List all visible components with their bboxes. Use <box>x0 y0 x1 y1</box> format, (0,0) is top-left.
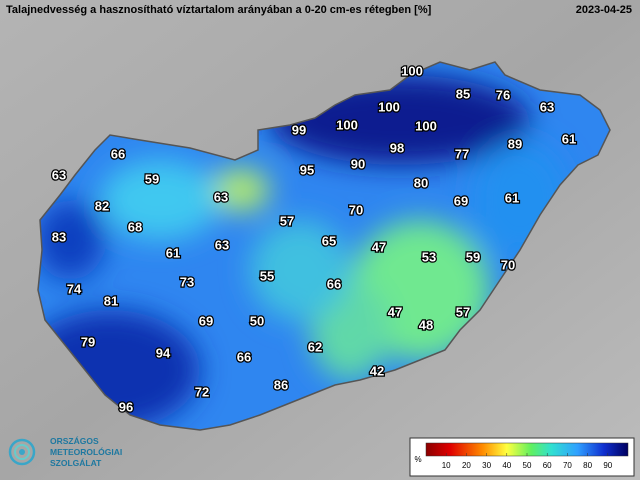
station-value: 82 <box>95 198 109 213</box>
station-value: 94 <box>156 345 171 360</box>
title: Talajnedvesség a hasznosítható víztartal… <box>6 4 432 16</box>
logo-text: ORSZÁGOS <box>50 436 99 446</box>
station-value: 69 <box>454 193 468 208</box>
station-value: 63 <box>540 99 554 114</box>
station-value: 42 <box>370 363 384 378</box>
station-value: 66 <box>237 349 251 364</box>
station-value: 48 <box>419 317 433 332</box>
colorbar-tick-label: 20 <box>462 461 471 470</box>
colorbar-tick-label: 50 <box>523 461 532 470</box>
station-value: 100 <box>401 63 423 78</box>
station-value: 83 <box>52 229 66 244</box>
station-value: 73 <box>180 274 194 289</box>
logo-text: METEOROLÓGIAI <box>50 446 122 457</box>
colorbar-tick-label: 80 <box>583 461 592 470</box>
station-value: 59 <box>466 249 480 264</box>
colorbar-unit: % <box>414 455 421 464</box>
colorbar-tick-label: 90 <box>603 461 612 470</box>
station-value: 63 <box>214 189 228 204</box>
station-value: 95 <box>300 162 314 177</box>
station-value: 47 <box>388 304 402 319</box>
station-value: 100 <box>336 117 358 132</box>
station-value: 47 <box>372 239 386 254</box>
station-value: 61 <box>562 131 576 146</box>
station-value: 61 <box>166 245 180 260</box>
station-value: 69 <box>199 313 213 328</box>
colorbar-tick-label: 10 <box>442 461 451 470</box>
station-value: 63 <box>52 167 66 182</box>
station-value: 99 <box>292 122 306 137</box>
station-value: 55 <box>260 268 274 283</box>
station-value: 61 <box>505 190 519 205</box>
station-value: 90 <box>351 156 365 171</box>
stations: 100 85 76 63 100 99 100 100 61 89 98 77 90 95 66 63 59 80… <box>51 62 578 416</box>
station-value: 86 <box>274 377 288 392</box>
station-value: 70 <box>349 202 363 217</box>
station-value: 66 <box>111 146 125 161</box>
station-value: 79 <box>81 334 95 349</box>
station-value: 80 <box>414 175 428 190</box>
station-value: 68 <box>128 219 142 234</box>
colorbar-tick-label: 40 <box>502 461 511 470</box>
station-value: 57 <box>456 304 470 319</box>
logo: ORSZÁGOS METEOROLÓGIAI SZOLGÁLAT <box>8 436 122 468</box>
station-value: 74 <box>67 281 82 296</box>
station-value: 81 <box>104 293 118 308</box>
station-value: 57 <box>280 213 294 228</box>
station-value: 70 <box>501 257 515 272</box>
border <box>37 61 611 431</box>
colorbar-tick-label: 70 <box>563 461 572 470</box>
station-value: 77 <box>455 146 469 161</box>
station-value: 63 <box>215 237 229 252</box>
station-value: 53 <box>422 249 436 264</box>
colorbar-tick-label: 60 <box>543 461 552 470</box>
date: 2023-04-25 <box>576 4 632 16</box>
colorbar-tick-label: 30 <box>482 461 491 470</box>
station-value: 98 <box>390 140 404 155</box>
station-value: 50 <box>250 313 264 328</box>
station-value: 65 <box>322 233 336 248</box>
station-value: 85 <box>456 86 470 101</box>
station-value: 72 <box>195 384 209 399</box>
station-value: 89 <box>508 136 522 151</box>
logo-text: SZOLGÁLAT <box>50 458 102 468</box>
station-value: 62 <box>308 339 322 354</box>
station-value: 100 <box>378 99 400 114</box>
colorbar-ticks: 10 20 30 40 50 60 70 80 90 <box>442 453 613 470</box>
station-value: 96 <box>119 399 133 414</box>
station-value: 66 <box>327 276 341 291</box>
station-value: 76 <box>496 87 510 102</box>
station-value: 59 <box>145 171 159 186</box>
station-value: 100 <box>415 118 437 133</box>
